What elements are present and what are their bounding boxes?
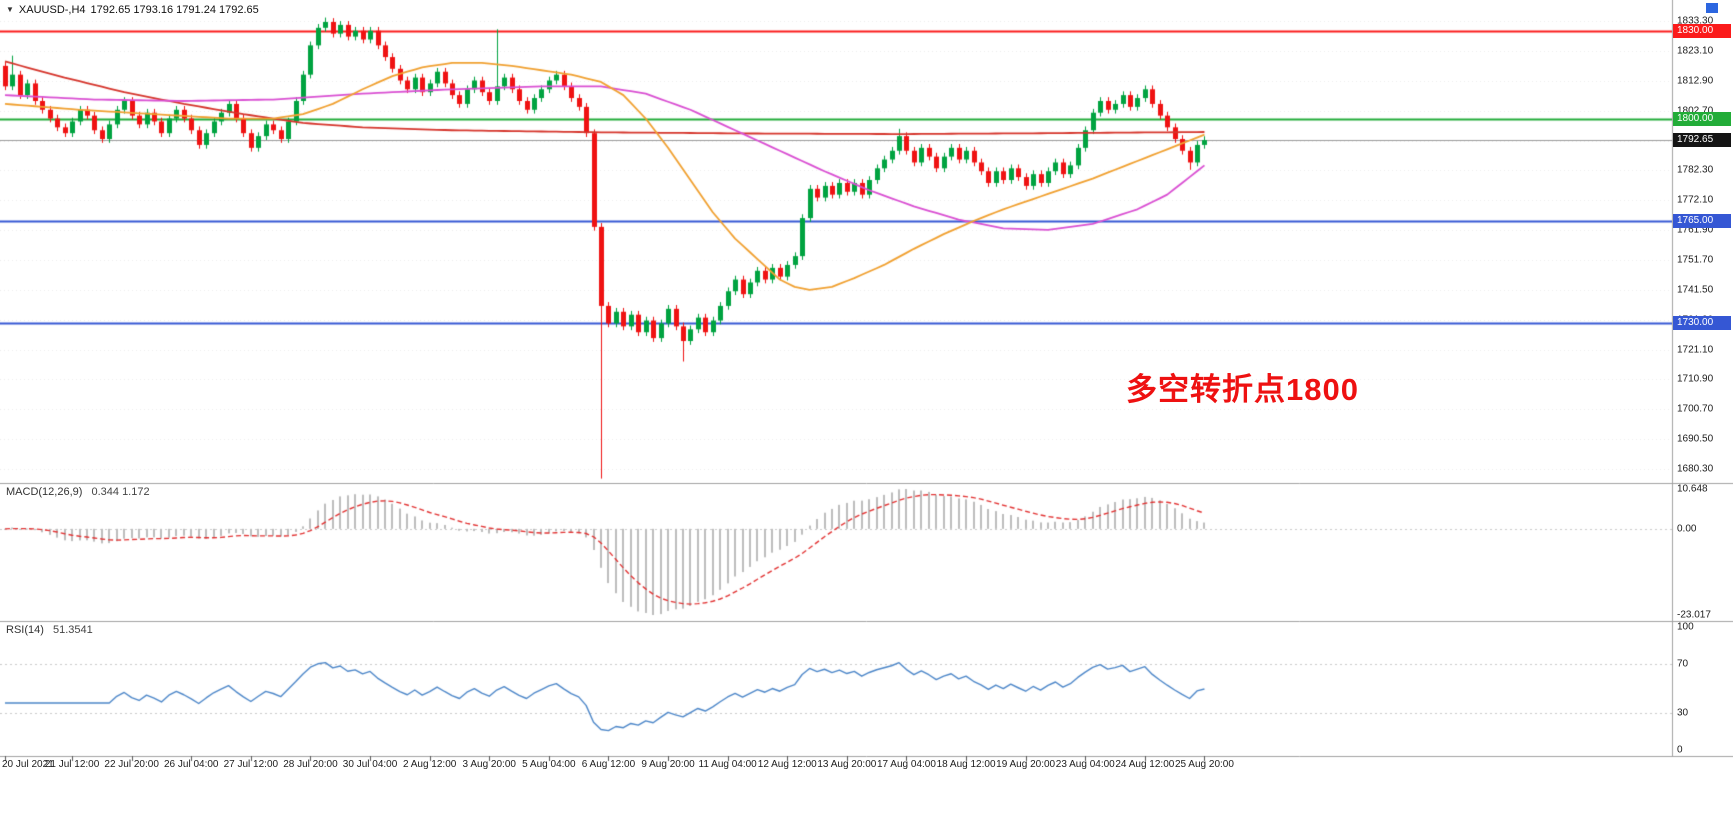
price-axis-label: 1680.30 (1677, 463, 1714, 475)
macd-axis-label: -23.017 (1677, 609, 1711, 621)
price-line-badge: 1730.00 (1673, 316, 1731, 331)
price-axis-label: 1812.90 (1677, 75, 1714, 87)
time-axis-label: 20 Jul 2021 (2, 759, 54, 770)
price-axis-label: 1761.90 (1677, 224, 1714, 236)
chart-text-annotation[interactable]: 多空转折点1800 (1126, 372, 1359, 407)
corner-marker (1706, 3, 1718, 13)
price-axis-label: 1700.70 (1677, 403, 1714, 415)
rsi-axis-label: 100 (1677, 621, 1694, 633)
price-axis-label: 1823.10 (1677, 45, 1714, 57)
macd-indicator-label: MACD(12,26,9) (6, 486, 83, 498)
time-axis-label: 22 Jul 20:00 (104, 759, 159, 770)
rsi-axis-label: 70 (1677, 658, 1689, 670)
time-axis-label: 28 Jul 20:00 (283, 759, 338, 770)
price-line-badge: 1765.00 (1673, 214, 1731, 228)
time-axis-label: 13 Aug 20:00 (817, 759, 877, 770)
price-line-badge: 1792.65 (1673, 133, 1731, 148)
price-axis-label: 1782.30 (1677, 164, 1714, 176)
time-axis-label: 12 Aug 12:00 (757, 759, 817, 770)
price-line-badge: 1800.00 (1673, 111, 1731, 126)
time-axis-label: 21 Jul 12:00 (44, 759, 100, 770)
price-axis-label: 1721.10 (1677, 344, 1714, 356)
price-axis-label: 1710.90 (1677, 373, 1714, 385)
macd-header: MACD(12,26,9) 0.344 1.172 (6, 486, 150, 498)
price-axis-label: 1833.30 (1677, 15, 1714, 27)
symbol-dropdown-icon[interactable]: ▼ (6, 5, 14, 14)
rsi-current-value: 51.3541 (52, 624, 93, 636)
price-axis-label: 1741.50 (1677, 284, 1714, 296)
time-axis-label: 9 Aug 20:00 (641, 759, 695, 770)
price-axis-label: 1751.70 (1677, 254, 1714, 266)
macd-axis-label: 0.00 (1677, 523, 1697, 535)
macd-axis-label: 10.648 (1677, 483, 1708, 495)
rsi-header: RSI(14) 51.3541 (6, 624, 93, 636)
time-axis-label: 26 Jul 04:00 (164, 759, 219, 770)
time-axis-label: 5 Aug 04:00 (522, 759, 576, 770)
time-axis-label: 30 Jul 04:00 (342, 759, 398, 770)
time-axis-label: 25 Aug 20:00 (1174, 759, 1234, 770)
macd-current-values: 0.344 1.172 (91, 486, 150, 498)
price-axis-label: 1690.50 (1677, 433, 1714, 445)
time-axis-label: 2 Aug 12:00 (402, 759, 457, 770)
rsi-axis-label: 30 (1677, 707, 1689, 719)
time-axis-label: 18 Aug 12:00 (936, 759, 996, 770)
symbol-timeframe-label: XAUUSD-,H4 (18, 4, 86, 16)
time-axis-label: 27 Jul 12:00 (223, 759, 279, 770)
price-axis-label: 1802.70 (1677, 105, 1713, 116)
price-line-badge: 1830.00 (1673, 23, 1731, 38)
rsi-indicator-label: RSI(14) (6, 624, 44, 636)
time-axis-label: 3 Aug 20:00 (462, 759, 516, 770)
time-axis-label: 24 Aug 12:00 (1115, 759, 1175, 770)
chart-title: ▼ XAUUSD-,H4 1792.65 1793.16 1791.24 179… (6, 4, 259, 16)
time-axis-label: 11 Aug 04:00 (698, 759, 757, 770)
time-axis-label: 19 Aug 20:00 (996, 759, 1056, 770)
time-axis-label: 17 Aug 04:00 (876, 759, 936, 770)
time-axis-label: 6 Aug 12:00 (581, 759, 636, 770)
ohlc-values: 1792.65 1793.16 1791.24 1792.65 (90, 4, 259, 16)
time-axis-label: 23 Aug 04:00 (1055, 759, 1115, 770)
price-axis-label: 1772.10 (1677, 194, 1714, 206)
rsi-axis-label: 0 (1677, 744, 1683, 756)
